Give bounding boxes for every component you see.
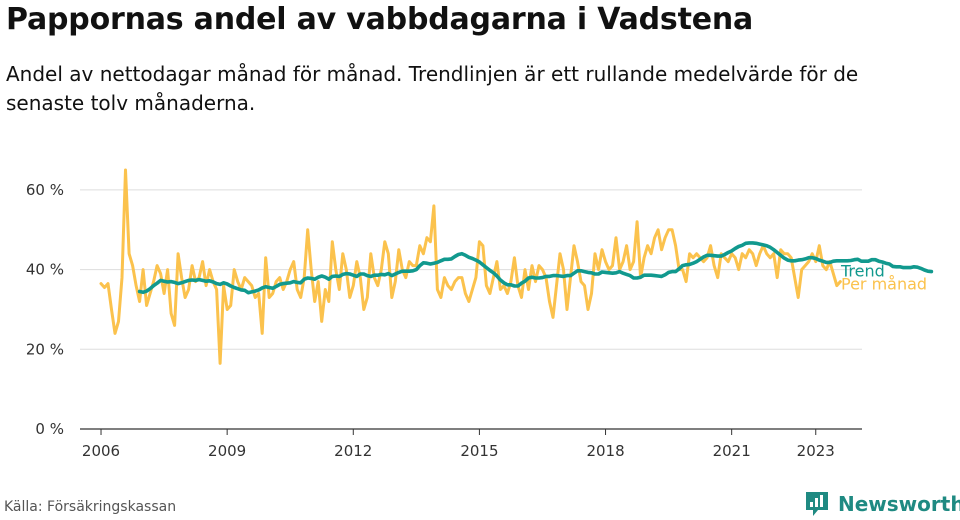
legend-label-trend: Trend xyxy=(840,262,885,281)
y-tick-label: 20 % xyxy=(26,340,64,358)
series-line-trend xyxy=(137,241,934,295)
source-note: Källa: Försäkringskassan xyxy=(4,499,177,515)
x-tick-label: 2012 xyxy=(334,442,372,460)
grid-layer xyxy=(80,189,862,350)
series-layer xyxy=(99,168,934,365)
newsworthy-logo-icon xyxy=(806,492,828,516)
x-tick-label: 2023 xyxy=(797,442,835,460)
legend-label-monthly: Per månad xyxy=(841,275,927,294)
axis-layer: 0 % 20 % 40 % 60 % 2006 2009 2012 2015 2018 2021 2… xyxy=(26,181,862,460)
brand-logo[interactable]: Newsworthy xyxy=(804,488,960,520)
x-tick-label: 2015 xyxy=(460,442,498,460)
y-tick-label: 0 % xyxy=(35,420,64,438)
x-tick-label: 2021 xyxy=(713,442,751,460)
chart-title: Pappornas andel av vabbdagarna i Vadsten… xyxy=(6,2,754,37)
brand-name: Newsworthy xyxy=(838,492,960,516)
x-tick-label: 2009 xyxy=(208,442,246,460)
series-line-monthly xyxy=(99,168,842,365)
x-tick-label: 2018 xyxy=(586,442,624,460)
y-tick-label: 60 % xyxy=(26,181,64,199)
y-tick-label: 40 % xyxy=(26,261,64,279)
x-tick-label: 2006 xyxy=(82,442,120,460)
chart-subtitle: Andel av nettodagar månad för månad. Tre… xyxy=(6,62,859,115)
